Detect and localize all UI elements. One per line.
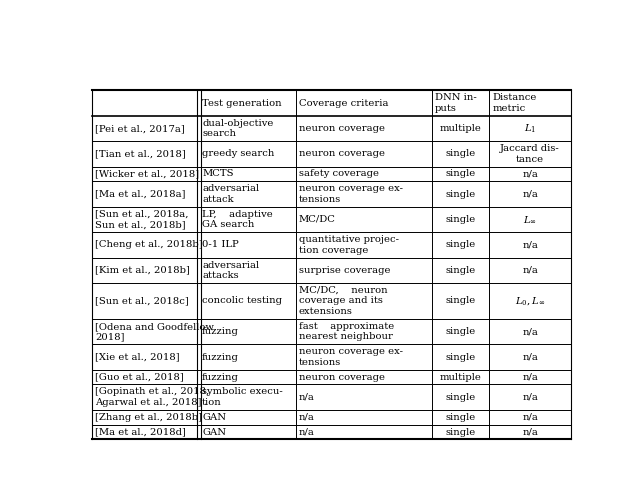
Text: single: single (445, 353, 476, 362)
Text: [Tian et al., 2018]: [Tian et al., 2018] (95, 149, 186, 158)
Text: neuron coverage ex-
tensions: neuron coverage ex- tensions (299, 184, 403, 204)
Text: [Kim et al., 2018b]: [Kim et al., 2018b] (95, 266, 190, 275)
Text: [Guo et al., 2018]: [Guo et al., 2018] (95, 373, 184, 381)
Text: n/a: n/a (522, 169, 538, 178)
Text: [Zhang et al., 2018b]: [Zhang et al., 2018b] (95, 413, 202, 422)
Text: neuron coverage: neuron coverage (299, 149, 385, 158)
Text: n/a: n/a (522, 190, 538, 199)
Text: quantitative projec-
tion coverage: quantitative projec- tion coverage (299, 235, 399, 254)
Text: n/a: n/a (522, 241, 538, 249)
Text: multiple: multiple (440, 124, 482, 133)
Text: n/a: n/a (299, 413, 315, 422)
Text: [Xie et al., 2018]: [Xie et al., 2018] (95, 353, 180, 362)
Text: neuron coverage ex-
tensions: neuron coverage ex- tensions (299, 347, 403, 367)
Text: n/a: n/a (522, 327, 538, 336)
Text: n/a: n/a (522, 393, 538, 402)
Text: Coverage criteria: Coverage criteria (299, 99, 388, 108)
Text: [Wicker et al., 2018]: [Wicker et al., 2018] (95, 169, 200, 178)
Text: [Gopinath et al., 2018,
Agarwal et al., 2018]: [Gopinath et al., 2018, Agarwal et al., … (95, 387, 210, 407)
Text: fuzzing: fuzzing (202, 373, 239, 381)
Text: greedy search: greedy search (202, 149, 275, 158)
Text: [Ma et al., 2018a]: [Ma et al., 2018a] (95, 190, 186, 199)
Text: [Pei et al., 2017a]: [Pei et al., 2017a] (95, 124, 185, 133)
Text: surprise coverage: surprise coverage (299, 266, 390, 275)
Text: multiple: multiple (440, 373, 482, 381)
Text: single: single (445, 190, 476, 199)
Text: GAN: GAN (202, 427, 226, 437)
Text: 0-1 ILP: 0-1 ILP (202, 241, 239, 249)
Text: fuzzing: fuzzing (202, 327, 239, 336)
Text: fuzzing: fuzzing (202, 353, 239, 362)
Text: n/a: n/a (299, 427, 315, 437)
Text: single: single (445, 215, 476, 224)
Text: single: single (445, 296, 476, 305)
Text: n/a: n/a (522, 427, 538, 437)
Text: single: single (445, 413, 476, 422)
Text: MC/DC: MC/DC (299, 215, 335, 224)
Text: $L_0, L_\infty$: $L_0, L_\infty$ (515, 295, 545, 307)
Text: [Sun et al., 2018a,
Sun et al., 2018b]: [Sun et al., 2018a, Sun et al., 2018b] (95, 210, 189, 229)
Text: single: single (445, 427, 476, 437)
Text: single: single (445, 393, 476, 402)
Text: GAN: GAN (202, 413, 226, 422)
Text: safety coverage: safety coverage (299, 169, 379, 178)
Text: n/a: n/a (522, 266, 538, 275)
Text: DNN in-
puts: DNN in- puts (435, 94, 477, 113)
Text: Test generation: Test generation (202, 99, 282, 108)
Text: Jaccard dis-
tance: Jaccard dis- tance (500, 144, 560, 164)
Text: [Ma et al., 2018d]: [Ma et al., 2018d] (95, 427, 186, 437)
Text: LP,    adaptive
GA search: LP, adaptive GA search (202, 210, 273, 229)
Text: [Odena and Goodfellow
2018]: [Odena and Goodfellow 2018] (95, 322, 214, 341)
Text: adversarial
attack: adversarial attack (202, 184, 259, 204)
Text: neuron coverage: neuron coverage (299, 124, 385, 133)
Text: single: single (445, 169, 476, 178)
Text: MC/DC,    neuron
coverage and its
extensions: MC/DC, neuron coverage and its extension… (299, 286, 387, 316)
Text: [Cheng et al., 2018b]: [Cheng et al., 2018b] (95, 241, 203, 249)
Text: fast    approximate
nearest neighbour: fast approximate nearest neighbour (299, 322, 394, 341)
Text: concolic testing: concolic testing (202, 296, 282, 305)
Text: single: single (445, 327, 476, 336)
Text: n/a: n/a (522, 353, 538, 362)
Text: $L_1$: $L_1$ (524, 123, 536, 135)
Text: neuron coverage: neuron coverage (299, 373, 385, 381)
Text: single: single (445, 241, 476, 249)
Text: MCTS: MCTS (202, 169, 234, 178)
Text: $L_\infty$: $L_\infty$ (523, 214, 537, 225)
Text: symbolic execu-
tion: symbolic execu- tion (202, 387, 283, 407)
Text: single: single (445, 149, 476, 158)
Text: adversarial
attacks: adversarial attacks (202, 260, 259, 280)
Text: single: single (445, 266, 476, 275)
Text: n/a: n/a (299, 393, 315, 402)
Text: n/a: n/a (522, 373, 538, 381)
Text: n/a: n/a (522, 413, 538, 422)
Text: Distance
metric: Distance metric (492, 94, 536, 113)
Text: dual-objective
search: dual-objective search (202, 119, 273, 138)
Text: [Sun et al., 2018c]: [Sun et al., 2018c] (95, 296, 189, 305)
